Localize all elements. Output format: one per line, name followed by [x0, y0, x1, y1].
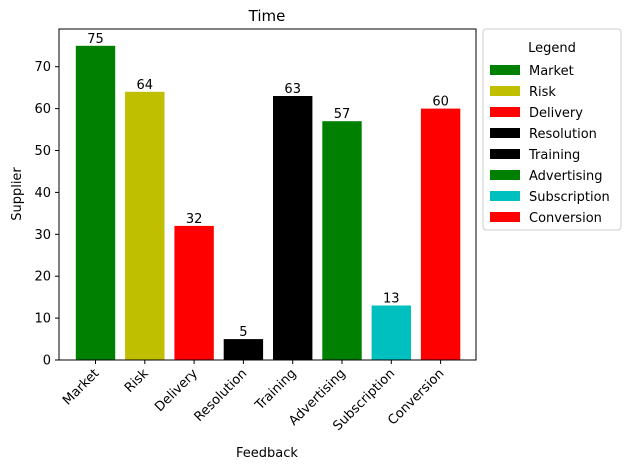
bar-market — [75, 45, 116, 361]
bar-advertising — [322, 121, 362, 360]
bar-subscription — [371, 305, 411, 360]
legend-label-advertising: Advertising — [529, 169, 603, 184]
legend-label-delivery: Delivery — [529, 106, 583, 121]
data-labels-group: 75 64 32 5 63 57 13 60 — [87, 32, 449, 340]
data-label-delivery: 32 — [186, 212, 203, 227]
x-tick-label-risk: Risk — [122, 366, 152, 396]
data-label-subscription: 13 — [383, 292, 400, 307]
legend-swatch-conversion — [490, 212, 520, 222]
plot-frame — [58, 28, 477, 361]
legend-swatch-market — [490, 65, 520, 75]
y-axis: 0 10 20 30 40 50 60 70 — [34, 60, 59, 369]
legend-label-resolution: Resolution — [529, 127, 597, 142]
x-tick-label-market: Market — [60, 366, 102, 408]
legend-swatch-risk — [490, 86, 520, 96]
x-tick-label-resolution: Resolution — [192, 366, 251, 425]
legend-items: Market Risk Delivery Resolution Training Adve… — [490, 64, 610, 226]
y-tick-label-0: 0 — [43, 354, 51, 369]
bar-risk — [125, 91, 165, 361]
bar-conversion — [420, 108, 461, 360]
y-tick-label-30: 30 — [34, 228, 51, 243]
x-axis-title: Feedback — [236, 446, 298, 461]
bar-delivery — [174, 225, 214, 360]
legend: Legend Market Risk Delivery Resolution Train… — [482, 28, 622, 231]
data-label-advertising: 57 — [334, 107, 351, 122]
legend-label-market: Market — [529, 64, 574, 79]
legend-swatch-training — [490, 149, 520, 159]
x-tick-label-delivery: Delivery — [152, 366, 201, 415]
legend-title: Legend — [528, 41, 576, 56]
bar-resolution — [223, 339, 264, 360]
y-tick-label-60: 60 — [34, 102, 51, 117]
y-tick-label-50: 50 — [34, 144, 51, 159]
data-label-training: 63 — [284, 82, 301, 97]
bars-group — [75, 45, 461, 361]
y-tick-label-10: 10 — [34, 312, 51, 327]
legend-swatch-resolution — [490, 128, 520, 138]
legend-label-conversion: Conversion — [529, 211, 602, 226]
y-tick-label-40: 40 — [34, 186, 51, 201]
legend-swatch-delivery — [490, 107, 520, 117]
data-label-market: 75 — [87, 32, 104, 47]
y-tick-label-20: 20 — [34, 270, 51, 285]
data-label-conversion: 60 — [432, 95, 449, 110]
data-label-risk: 64 — [137, 78, 154, 93]
data-label-resolution: 5 — [239, 325, 247, 340]
y-axis-title: Supplier — [10, 167, 25, 221]
legend-label-training: Training — [528, 148, 580, 163]
chart-title: Time — [248, 7, 286, 25]
legend-label-risk: Risk — [529, 85, 556, 100]
x-tick-label-training: Training — [252, 366, 300, 414]
legend-label-subscription: Subscription — [529, 190, 610, 205]
y-tick-label-70: 70 — [34, 60, 51, 75]
legend-swatch-subscription — [490, 191, 520, 201]
bar-training — [273, 96, 313, 360]
legend-swatch-advertising — [490, 170, 520, 180]
